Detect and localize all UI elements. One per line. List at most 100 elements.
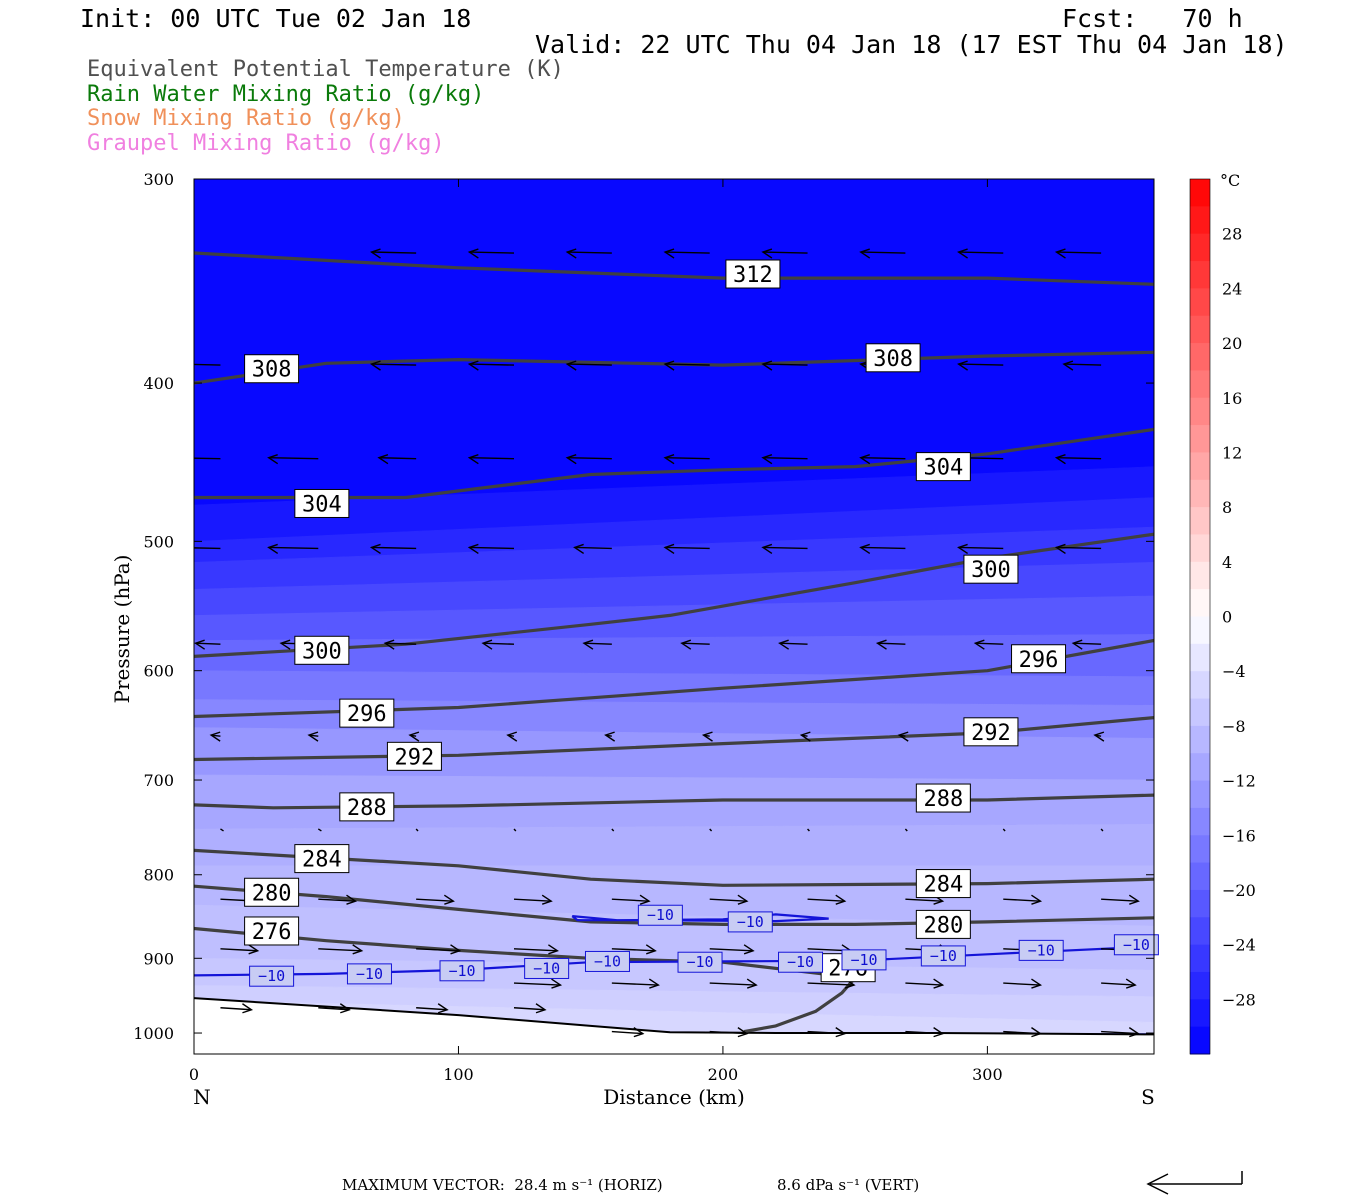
temperature-band [194,670,1154,706]
x-tick-label: 100 [443,1065,474,1084]
wind-vector [905,1027,945,1038]
colorbar-swatch [1190,452,1210,481]
isotherm-label: −10 [737,913,764,931]
colorbar-unit: °C [1220,171,1240,190]
colorbar-swatch [1190,944,1210,973]
isotherm-label: −10 [448,962,475,980]
wind-vector [1071,639,1102,650]
colorbar-swatch [1190,261,1210,289]
theta-e-label: 304 [302,492,342,517]
legend-snow: Snow Mixing Ratio (g/kg) [87,106,405,131]
wind-vector [905,978,945,989]
colorbar-swatch [1190,479,1210,508]
y-tick-label: 1000 [133,1024,174,1043]
theta-e-label: 292 [971,721,1011,746]
colorbar-swatch [1190,999,1210,1028]
isotherm-label-box [920,945,966,967]
isotherm-label-box [841,949,887,971]
wind-vector [611,978,660,989]
wind-vector [369,360,417,371]
colorbar-label: −8 [1222,717,1246,736]
max-vector-horiz: MAXIMUM VECTOR: 28.4 m s⁻¹ (HORIZ) [342,1176,663,1194]
wind-vector [267,543,319,554]
colorbar-swatch [1190,589,1210,617]
colorbar-label: 20 [1222,334,1242,353]
wind-vector [799,731,811,742]
isotherm-label: −10 [930,947,957,965]
valid-time: Valid: 22 UTC Thu 04 Jan 18 (17 EST Thu … [535,30,1288,59]
theta-e-label-box [386,741,442,771]
theta-e-label-box [339,698,395,728]
colorbar-label: −12 [1222,772,1256,791]
isotherm-label-box [677,951,723,973]
isotherm-label: −10 [1123,936,1150,954]
theta-e-label: 284 [923,873,963,898]
colorbar-swatch [1190,725,1210,754]
wind-vector [481,639,515,650]
colorbar-label: 16 [1222,389,1242,408]
colorbar-label: −20 [1222,881,1256,900]
isotherm-label-box [524,957,570,979]
theta-e-label: 300 [971,558,1011,583]
legend-graupel: Graupel Mixing Ratio (g/kg) [87,131,445,156]
theta-e-label-box [865,343,921,373]
colorbar-swatch [1190,780,1210,809]
colorbar-swatch [1190,534,1210,563]
theta-e-contour [194,427,1154,500]
theta-e-label-box [294,488,350,518]
theta-e-label: 312 [733,263,773,288]
theta-e-contour [194,848,1154,887]
colorbar-frame [1189,178,1211,1055]
wind-vector [778,639,808,650]
isotherm-label: −10 [850,951,877,969]
wind-vector [194,457,221,460]
wind-vector [897,731,909,742]
theta-e-label: 292 [395,745,435,770]
wind-vector [369,543,417,554]
theta-e-label-box [339,792,395,822]
theta-e-label: 276 [252,920,292,945]
temperature-band [194,904,1154,971]
forecast-hour: Fcst: 70 h [1062,4,1243,33]
colorbar-swatch [1190,616,1210,645]
isotherm-label: −10 [594,952,621,970]
legend-rain-water: Rain Water Mixing Ratio (g/kg) [87,82,485,107]
theta-e-label: 300 [302,639,342,664]
colorbar-swatch [1190,288,1210,317]
theta-e-label: 304 [923,456,963,481]
wind-vector [317,828,322,832]
colorbar-swatch [1190,971,1210,1000]
wind-vector [709,978,758,989]
wind-vector [957,360,1004,371]
wind-vector [1054,454,1102,465]
wind-vector [1101,1027,1140,1038]
wind-vector [415,828,419,832]
colorbar-swatch [1190,807,1210,836]
isotherm-label-box [727,911,773,933]
isotherm-label-box [439,960,485,982]
wind-vector [611,944,657,955]
colorbar-swatch [1190,1026,1210,1055]
theta-e-label-box [294,635,350,665]
wind-vector [709,944,755,955]
wind-vector [307,731,319,742]
wind-vector [761,248,808,259]
colorbar-swatch [1190,179,1210,207]
wind-vector [506,731,518,742]
colorbar-label: 12 [1222,443,1242,462]
colorbar-swatch [1190,917,1210,946]
y-tick-label: 400 [143,374,174,393]
temperature-band [194,561,1154,616]
colorbar-swatch [1190,206,1210,235]
wind-vector [383,639,417,650]
north-label: N [193,1085,211,1109]
temperature-band [194,985,1154,1023]
isotherm-label-box [346,963,392,985]
wind-vector [573,543,612,554]
isotherm-label: −10 [1028,941,1055,959]
colorbar-swatch [1190,862,1210,891]
wind-vector [709,1027,749,1038]
colorbar-label: −28 [1222,990,1256,1009]
wind-vector [663,454,710,465]
